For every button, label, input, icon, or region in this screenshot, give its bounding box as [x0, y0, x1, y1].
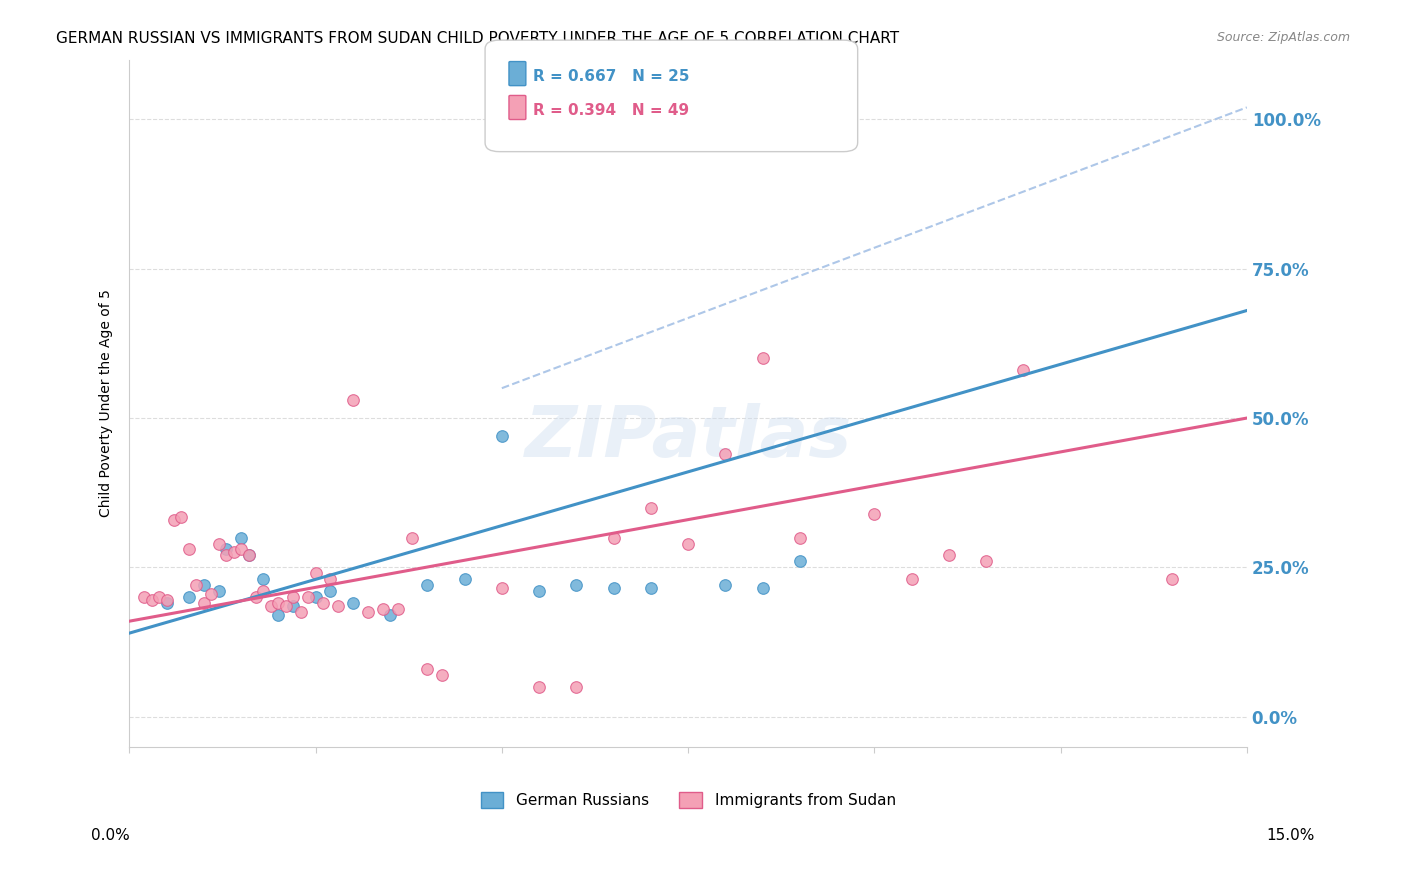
Text: GERMAN RUSSIAN VS IMMIGRANTS FROM SUDAN CHILD POVERTY UNDER THE AGE OF 5 CORRELA: GERMAN RUSSIAN VS IMMIGRANTS FROM SUDAN … [56, 31, 900, 46]
Point [297, 591, 319, 605]
Point [714, 578, 737, 592]
Point [491, 582, 513, 596]
Legend: German Russians, Immigrants from Sudan: German Russians, Immigrants from Sudan [474, 787, 901, 814]
Point [863, 507, 886, 521]
Point [416, 662, 439, 676]
Point [378, 608, 401, 623]
Point [222, 545, 245, 559]
Point [177, 591, 200, 605]
Point [714, 447, 737, 461]
Point [900, 573, 922, 587]
Point [416, 578, 439, 592]
Text: R = 0.394   N = 49: R = 0.394 N = 49 [533, 103, 689, 118]
Point [974, 554, 997, 568]
Point [283, 599, 305, 614]
Point [170, 509, 193, 524]
Text: 15.0%: 15.0% [1267, 828, 1315, 843]
Point [200, 587, 222, 601]
Point [565, 578, 588, 592]
Point [245, 591, 267, 605]
Point [357, 605, 380, 619]
Point [267, 608, 290, 623]
Point [602, 112, 624, 127]
Point [565, 680, 588, 694]
Point [751, 582, 773, 596]
Point [432, 668, 454, 682]
Point [789, 531, 811, 545]
Point [387, 602, 409, 616]
Point [155, 593, 177, 607]
Point [215, 549, 238, 563]
Point [304, 566, 326, 581]
Point [148, 591, 170, 605]
Point [134, 591, 156, 605]
Point [155, 596, 177, 610]
Point [267, 596, 290, 610]
Point [283, 591, 305, 605]
Point [215, 542, 238, 557]
Point [491, 429, 513, 443]
Point [342, 596, 364, 610]
Point [238, 549, 260, 563]
Point [304, 591, 326, 605]
Text: 0.0%: 0.0% [91, 828, 131, 843]
Point [260, 599, 283, 614]
Point [252, 584, 274, 599]
Point [193, 578, 215, 592]
Point [1161, 573, 1184, 587]
Point [342, 393, 364, 408]
Point [163, 513, 186, 527]
Point [527, 584, 550, 599]
Point [527, 680, 550, 694]
Point [453, 573, 475, 587]
Point [193, 596, 215, 610]
Point [319, 573, 342, 587]
Point [640, 582, 662, 596]
Point [186, 578, 208, 592]
Y-axis label: Child Poverty Under the Age of 5: Child Poverty Under the Age of 5 [100, 289, 114, 517]
Point [208, 536, 231, 550]
Point [371, 602, 394, 616]
Point [141, 593, 163, 607]
Point [319, 584, 342, 599]
Point [789, 554, 811, 568]
Text: Source: ZipAtlas.com: Source: ZipAtlas.com [1216, 31, 1350, 45]
Point [229, 542, 252, 557]
Point [602, 531, 624, 545]
Point [1012, 363, 1035, 377]
Point [326, 599, 349, 614]
Point [938, 549, 960, 563]
Point [229, 531, 252, 545]
Point [238, 549, 260, 563]
Text: ZIPatlas: ZIPatlas [524, 403, 852, 472]
Point [208, 584, 231, 599]
Point [290, 605, 312, 619]
Point [252, 573, 274, 587]
Point [676, 536, 699, 550]
Point [640, 500, 662, 515]
Point [274, 599, 297, 614]
Point [751, 351, 773, 366]
Point [602, 582, 624, 596]
Point [401, 531, 423, 545]
Text: R = 0.667   N = 25: R = 0.667 N = 25 [533, 69, 689, 84]
Point [312, 596, 335, 610]
Point [177, 542, 200, 557]
